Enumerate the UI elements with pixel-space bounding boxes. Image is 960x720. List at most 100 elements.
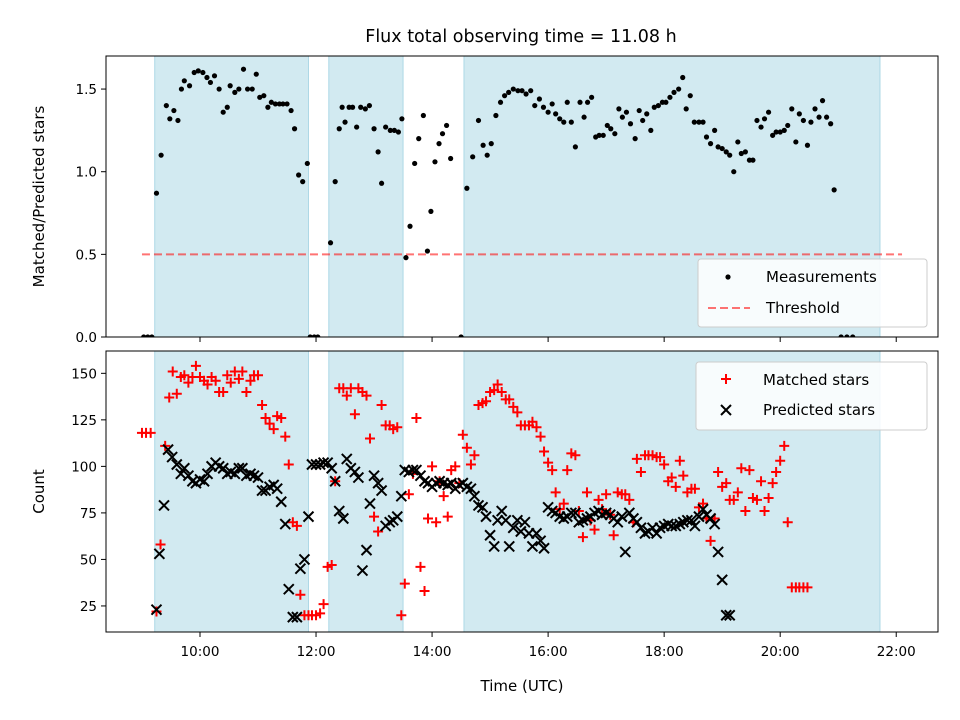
predicted-point [298, 553, 311, 566]
matched-point [481, 396, 492, 407]
measurement-point [738, 150, 744, 157]
legend-label-matched: Matched stars [763, 371, 869, 389]
matched-point [608, 530, 619, 541]
measurement-point [280, 101, 286, 107]
predicted-point [317, 456, 330, 469]
matched-point [218, 386, 229, 397]
predicted-point [356, 564, 369, 577]
measurement-point [696, 119, 702, 125]
predicted-point [407, 464, 419, 476]
matched-point [233, 373, 244, 384]
matched-point [450, 461, 461, 472]
predicted-point [391, 510, 403, 523]
measurement-point [416, 136, 422, 142]
measurement-point [636, 107, 642, 114]
matched-point [713, 466, 724, 477]
measurement-point [358, 104, 364, 110]
measurement-point [395, 129, 402, 135]
predicted-point [616, 510, 628, 523]
predicted-point [287, 611, 299, 623]
observing-window-1 [154, 55, 309, 338]
predicted-point [530, 527, 543, 540]
matched-point [411, 412, 422, 423]
measurement-point [553, 111, 559, 117]
predicted-point [352, 471, 365, 484]
measurement-point [480, 142, 486, 148]
measurement-point [501, 93, 508, 99]
bottom-panel: 25 50 75 100 125 150 10:00 12:00 14:00 16:00 18:00… [30, 350, 939, 695]
matched-point [469, 450, 480, 461]
predicted-point [395, 490, 408, 502]
matched-point [666, 472, 677, 483]
matched-point [593, 494, 604, 505]
predicted-point [491, 514, 504, 527]
measurement-point [515, 88, 521, 94]
matched-point [155, 539, 166, 550]
measurement-point [824, 114, 830, 120]
measurement-point [844, 334, 850, 337]
measurement-point [443, 122, 450, 129]
measurement-point [777, 129, 783, 135]
matched-point [164, 392, 175, 403]
matched-point [318, 599, 329, 610]
measurement-point [727, 152, 733, 158]
matched-point [721, 478, 732, 489]
measurement-point [211, 73, 218, 79]
matched-point [678, 470, 689, 481]
measurement-point [158, 152, 164, 158]
measurement-point [719, 145, 725, 152]
measurement-point [327, 240, 334, 246]
matched-point [759, 506, 770, 517]
measurement-point [640, 117, 646, 124]
measurement-point [224, 104, 230, 110]
measurement-point [216, 86, 222, 92]
measurement-point [750, 157, 756, 163]
predicted-point [375, 484, 388, 497]
matched-point [295, 589, 306, 600]
measurement-point [470, 154, 476, 160]
measurement-point [432, 159, 438, 165]
predicted-point [325, 462, 338, 474]
measurement-point [458, 334, 464, 337]
matched-point [241, 386, 252, 397]
predicted-point [685, 514, 698, 527]
measurement-point [186, 83, 193, 89]
x-tick-label: 14:00 [413, 644, 452, 660]
measurement-point [667, 94, 673, 100]
measurement-point [207, 79, 214, 86]
measurement-point [510, 86, 516, 92]
predicted-point [495, 505, 508, 517]
measurement-point [831, 187, 837, 193]
measurement-point [371, 126, 377, 132]
measurement-point [300, 179, 306, 185]
measurement-point [761, 116, 768, 122]
predicted-point [302, 510, 315, 523]
measurement-point [204, 74, 210, 81]
measurement-point [149, 334, 155, 337]
measurement-point [253, 71, 259, 77]
predicted-point [712, 546, 724, 558]
matched-point [291, 520, 302, 531]
matched-point [315, 608, 326, 619]
measurement-point [257, 94, 263, 100]
predicted-point [480, 510, 492, 523]
predicted-point [333, 505, 345, 517]
measurement-point [261, 93, 267, 99]
matched-point [577, 532, 588, 543]
measurement-point [648, 127, 654, 133]
matched-point [253, 370, 264, 381]
matched-point [369, 511, 380, 522]
matched-point [326, 560, 337, 571]
matched-point [489, 385, 500, 396]
predicted-point [534, 535, 547, 547]
predicted-point [708, 518, 721, 530]
measurement-point [268, 99, 274, 105]
matched-point [167, 366, 178, 377]
measurement-point [545, 109, 551, 115]
measurement-point [754, 117, 760, 124]
matched-point [442, 511, 453, 522]
matched-point [399, 578, 410, 589]
measurement-point [808, 119, 814, 125]
predicted-point [631, 516, 643, 528]
predicted-point [635, 522, 647, 534]
